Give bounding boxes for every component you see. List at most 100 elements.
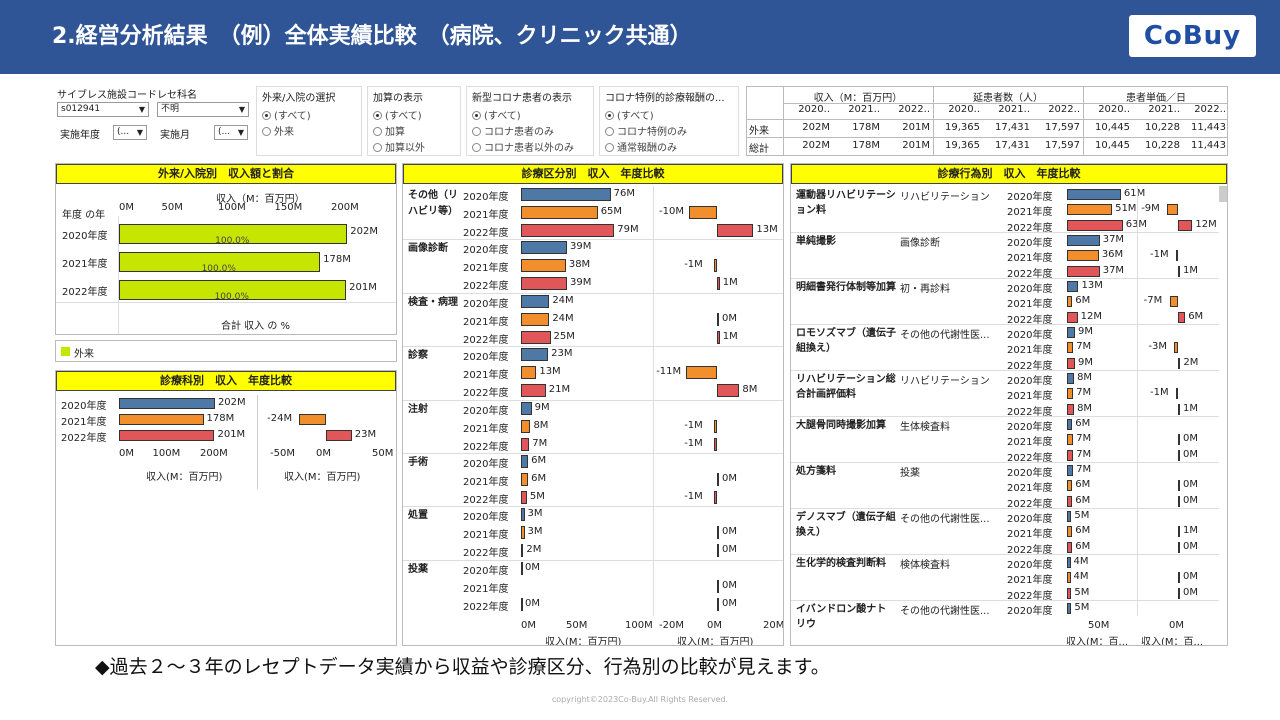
action-year-label: 2022年度 bbox=[1007, 314, 1053, 326]
dept-axis-right: 収入(M：百万円) bbox=[284, 472, 361, 483]
category-value: 25M bbox=[553, 330, 575, 342]
category-value: 65M bbox=[600, 206, 623, 217]
radio-addition-exclude[interactable]: 加算以外 bbox=[373, 139, 425, 154]
category-diff-bar bbox=[717, 544, 719, 558]
radio-addition-only[interactable]: 加算 bbox=[373, 123, 405, 138]
radio-covid-special-only[interactable]: コロナ特例のみ bbox=[605, 123, 687, 138]
action-value: 9M bbox=[1077, 326, 1093, 337]
action-item-label: リハビリテーション総合計画評価料 bbox=[796, 374, 896, 400]
action-diff-value: 0M bbox=[1183, 571, 1198, 583]
category-diff-value: 0M bbox=[722, 473, 737, 484]
category-diff-value: -11M bbox=[656, 366, 682, 378]
kpi-cell: 10,445 bbox=[1095, 122, 1130, 133]
dept-year-label: 2022年度 bbox=[61, 433, 107, 444]
inout-bar bbox=[119, 252, 321, 272]
action-bar bbox=[1067, 296, 1073, 308]
action-year-label: 2020年度 bbox=[1007, 376, 1053, 387]
action-value: 8M bbox=[1077, 402, 1093, 414]
radio-covid-special-normal[interactable]: 通常報酬のみ bbox=[605, 139, 677, 154]
radio-covid-all[interactable]: (すべて) bbox=[472, 107, 521, 122]
category-divider bbox=[403, 559, 783, 561]
action-diff-bar bbox=[1174, 342, 1178, 354]
facility-code-select[interactable]: s012941 ▼ bbox=[57, 102, 149, 117]
dept-diff-bar bbox=[326, 430, 352, 441]
category-diff-value: 0M bbox=[722, 526, 737, 538]
category-diff-value: 1M bbox=[722, 330, 738, 342]
inout-value: 178M bbox=[323, 254, 351, 265]
action-divider bbox=[791, 278, 1219, 279]
year-select[interactable]: (... ▼ bbox=[113, 125, 147, 140]
action-diff-bar bbox=[1176, 250, 1178, 262]
dept-year-label: 2020年度 bbox=[61, 401, 107, 412]
category-bar bbox=[521, 330, 551, 344]
action-value: 6M bbox=[1075, 494, 1091, 506]
category-value: 24M bbox=[552, 312, 574, 324]
action-value: 5M bbox=[1074, 586, 1090, 598]
action-value: 6M bbox=[1075, 295, 1091, 307]
category-diff-bar bbox=[714, 491, 717, 504]
category-value: 5M bbox=[529, 491, 545, 502]
radio-covid-only[interactable]: コロナ患者のみ bbox=[472, 123, 554, 138]
action-value: 51M bbox=[1115, 203, 1137, 215]
dept-select[interactable]: 不明 ▼ bbox=[157, 102, 249, 117]
action-year-label: 2021年度 bbox=[1007, 575, 1053, 587]
category-year-label: 2020年度 bbox=[463, 512, 509, 524]
chevron-down-icon: ▼ bbox=[138, 105, 145, 114]
category-value: 6M bbox=[531, 473, 547, 484]
category-diff-value: 0M bbox=[722, 579, 737, 591]
category-divider bbox=[403, 506, 783, 508]
action-value: 7M bbox=[1076, 387, 1092, 399]
radio-covid-special-all[interactable]: (すべて) bbox=[605, 107, 654, 122]
radio-inout-all[interactable]: (すべて) bbox=[262, 107, 311, 122]
action-diff-bar bbox=[1167, 204, 1178, 216]
action-year-label: 2021年度 bbox=[1007, 391, 1053, 403]
kpi-year-header: 2022.. bbox=[898, 104, 930, 115]
category-diff-value: 8M bbox=[742, 384, 758, 396]
kpi-cell: 10,228 bbox=[1145, 122, 1180, 133]
action-year-label: 2020年度 bbox=[1007, 284, 1053, 295]
category-value: 21M bbox=[548, 384, 571, 396]
kpi-table: 収入（M：百万円） 延患者数（人） 患者単価／日 2020.. 2021.. 202… bbox=[746, 86, 1228, 156]
kpi-year-header: 2021.. bbox=[1148, 104, 1180, 115]
month-select[interactable]: (... ▼ bbox=[214, 125, 248, 140]
action-diff-value: -1M bbox=[1150, 387, 1169, 399]
action-item-category: その他の代謝性医... bbox=[900, 514, 990, 525]
dept-label: レセ科名 bbox=[157, 90, 197, 101]
radio-inout-outpatient[interactable]: 外来 bbox=[262, 123, 294, 138]
action-year-label: 2020年度 bbox=[1007, 606, 1053, 617]
action-diff-value: 0M bbox=[1183, 586, 1198, 598]
category-year-label: 2021年度 bbox=[463, 423, 509, 435]
category-tick-left: 100M bbox=[625, 620, 653, 631]
kpi-cell: 201M bbox=[902, 122, 930, 133]
action-year-label: 2022年度 bbox=[1007, 544, 1053, 556]
chevron-down-icon: ▼ bbox=[238, 105, 245, 114]
category-diff-value: 0M bbox=[722, 544, 737, 556]
kpi-cell: 11,443 bbox=[1191, 140, 1226, 151]
radio-addition-all[interactable]: (すべて) bbox=[373, 107, 422, 122]
action-bar bbox=[1067, 541, 1073, 553]
scrollbar[interactable] bbox=[1219, 186, 1227, 202]
kpi-cell: 10,445 bbox=[1095, 140, 1130, 151]
addition-filter: 加算の表示 (すべて) 加算 加算以外 bbox=[367, 86, 461, 156]
category-diff-value: -1M bbox=[684, 419, 703, 431]
action-item-category: 投薬 bbox=[900, 468, 920, 479]
category-year-label: 2021年度 bbox=[463, 210, 509, 221]
kpi-cell: 178M bbox=[852, 140, 880, 151]
category-value: 38M bbox=[568, 259, 591, 271]
action-divider bbox=[791, 324, 1219, 325]
action-diff-value: -3M bbox=[1148, 341, 1167, 353]
action-divider bbox=[791, 462, 1219, 463]
category-bar bbox=[521, 526, 525, 540]
category-year-label: 2022年度 bbox=[463, 334, 509, 346]
action-diff-bar bbox=[1176, 388, 1178, 400]
action-diff-bar bbox=[1169, 296, 1178, 308]
inout-row-header: 年度 の年 bbox=[62, 210, 106, 221]
dept-bar bbox=[119, 414, 204, 425]
action-value: 6M bbox=[1075, 479, 1091, 491]
action-value: 5M bbox=[1074, 602, 1090, 613]
action-diff-value: 0M bbox=[1183, 433, 1198, 445]
category-divider bbox=[403, 346, 783, 348]
radio-covid-exclude[interactable]: コロナ患者以外のみ bbox=[472, 139, 574, 154]
category-year-label: 2022年度 bbox=[463, 601, 509, 613]
action-panel: 診療行為別 収入 年度比較 運動器リハビリテーション料 リハビリテーション 2020… bbox=[790, 163, 1228, 646]
